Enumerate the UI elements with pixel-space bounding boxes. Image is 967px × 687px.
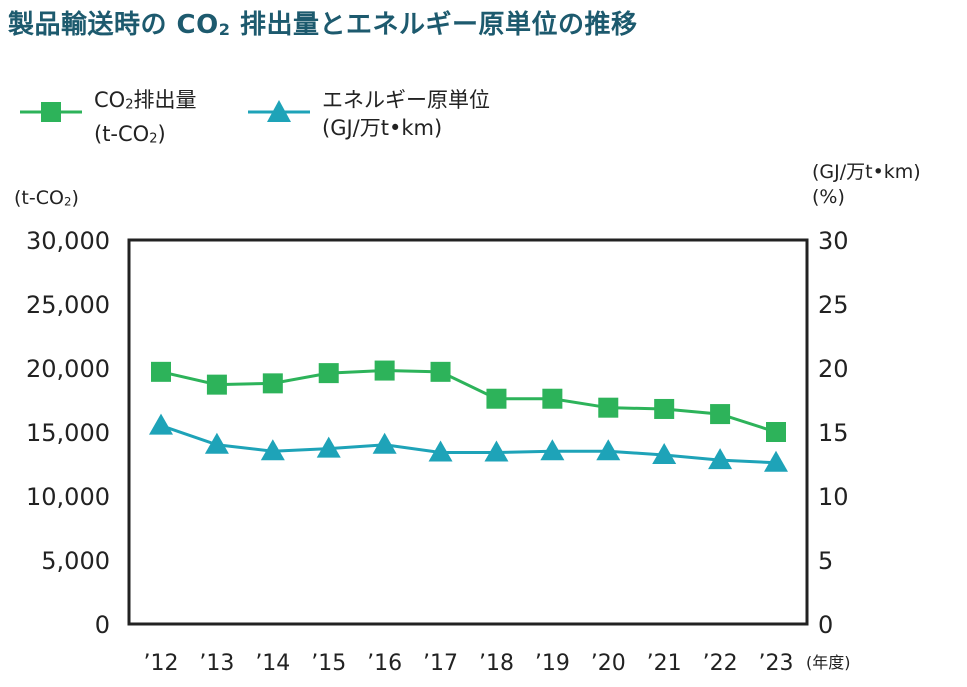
right-axis-tick-label: 5 [818, 547, 833, 575]
left-axis-unit: (t-CO2) [14, 187, 79, 209]
right-axis-tick-label: 10 [818, 483, 849, 511]
x-axis-tick-label: ’16 [367, 651, 402, 676]
data-point-co2 [374, 360, 395, 381]
left-axis-tick-label: 5,000 [41, 547, 110, 575]
data-point-co2 [654, 398, 675, 419]
data-point-co2 [430, 361, 451, 382]
data-point-co2 [542, 388, 563, 409]
legend-marker-triangle [248, 100, 310, 122]
x-axis-tick-label: ’19 [535, 651, 570, 676]
legend-marker-square [20, 102, 82, 122]
chart-title: 製品輸送時の CO2 排出量とエネルギー原単位の推移 [8, 10, 638, 40]
data-point-co2 [710, 404, 731, 425]
data-point-energy-intensity [316, 436, 341, 458]
x-axis-tick-label: ’18 [479, 651, 514, 676]
left-axis-tick-label: 10,000 [26, 483, 110, 511]
legend-item-co2: CO2排出量 (t-CO2) [18, 86, 248, 146]
x-axis-tick-label: ’12 [144, 651, 179, 676]
data-point-co2 [318, 363, 339, 384]
series-line-co2 [160, 369, 777, 434]
left-axis-tick-label: 30,000 [26, 227, 110, 255]
x-axis-tick-label: ’21 [647, 651, 682, 676]
data-point-energy-intensity [260, 439, 285, 461]
data-point-energy-intensity [149, 413, 173, 435]
data-point-energy-intensity [204, 432, 229, 454]
data-point-energy-intensity [484, 440, 509, 462]
data-point-co2 [486, 388, 507, 409]
x-axis-tick-label: ’15 [311, 651, 346, 676]
data-point-co2 [598, 397, 619, 418]
data-point-co2 [766, 422, 786, 442]
series-line-energy-intensity [160, 424, 777, 465]
data-point-co2 [262, 373, 283, 394]
x-axis-tick-label: ’17 [423, 651, 458, 676]
data-point-energy-intensity [652, 443, 677, 465]
x-axis-tick-label: ’23 [759, 651, 794, 676]
data-point-co2 [151, 361, 171, 382]
data-point-energy-intensity [428, 440, 453, 462]
data-point-energy-intensity [708, 448, 733, 470]
x-axis-tick-label: ’20 [591, 651, 626, 676]
data-point-energy-intensity [596, 439, 621, 461]
right-axis-tick-label: 30 [818, 227, 849, 255]
plot-frame [127, 238, 809, 626]
data-point-energy-intensity [372, 432, 397, 454]
data-point-energy-intensity [764, 450, 788, 472]
right-axis-tick-label: 25 [818, 291, 849, 319]
left-axis-tick-label: 0 [95, 611, 110, 639]
left-axis-tick-label: 20,000 [26, 355, 110, 383]
x-axis-tick-label: ’22 [703, 651, 738, 676]
left-axis-tick-label: 25,000 [26, 291, 110, 319]
left-axis-tick-label: 15,000 [26, 419, 110, 447]
right-axis-unit: (GJ/万t•km) (%) [812, 161, 921, 208]
right-axis-tick-label: 0 [818, 611, 833, 639]
x-axis-unit: (年度) [806, 653, 851, 672]
data-point-energy-intensity [540, 439, 565, 461]
right-axis-tick-label: 15 [818, 419, 849, 447]
data-point-co2 [206, 374, 227, 395]
legend-label-energy-intensity: エネルギー原単位 (GJ/万t•km) [322, 88, 490, 140]
legend-label-co2: CO2排出量 (t-CO2) [94, 88, 197, 147]
legend-item-energy-intensity: エネルギー原単位 (GJ/万t•km) [246, 86, 546, 142]
right-axis-tick-label: 20 [818, 355, 849, 383]
x-axis-tick-label: ’13 [199, 651, 234, 676]
x-axis-tick-label: ’14 [255, 651, 290, 676]
